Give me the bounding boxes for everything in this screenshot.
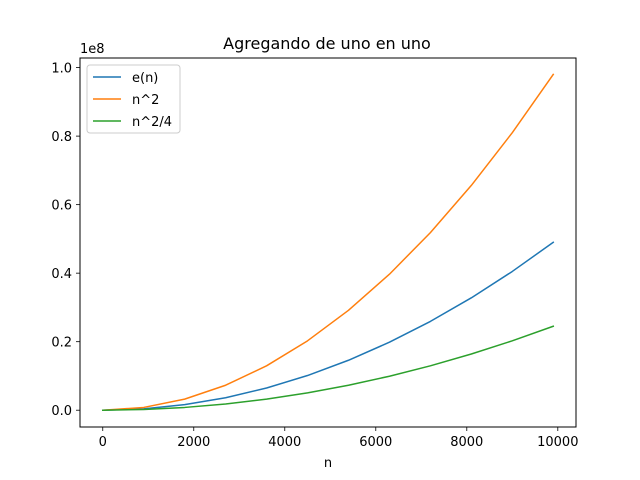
y-tick-label: 0.8 — [51, 130, 72, 145]
x-tick-label: 10000 — [537, 435, 578, 450]
y-tick-label: 0.2 — [51, 336, 72, 351]
legend-label: n^2 — [132, 93, 159, 108]
series-line-2 — [101, 325, 555, 411]
x-axis-label: n — [324, 456, 332, 471]
x-axis-ticks: 0 2000 4000 6000 8000 10000 — [99, 427, 578, 450]
plot-lines — [101, 73, 555, 412]
y-axis-ticks: 0.0 0.2 0.4 0.6 0.8 1.0 — [51, 62, 80, 419]
y-tick-label: 1.0 — [51, 62, 72, 77]
series-line-0 — [101, 241, 555, 411]
legend: e(n) n^2 n^2/4 — [86, 64, 181, 134]
series-line-1 — [101, 73, 555, 412]
plot-frame — [79, 57, 577, 428]
y-tick-label: 0.0 — [51, 404, 72, 419]
x-tick-label: 6000 — [359, 435, 392, 450]
chart-title: Agregando de uno en uno — [223, 34, 431, 53]
legend-frame — [86, 64, 181, 134]
y-tick-label: 0.4 — [51, 267, 72, 282]
legend-label: n^2/4 — [132, 115, 172, 130]
x-tick-label: 8000 — [450, 435, 483, 450]
legend-label: e(n) — [132, 71, 158, 86]
x-tick-label: 0 — [99, 435, 107, 450]
y-offset-label: 1e8 — [80, 42, 105, 57]
x-tick-label: 4000 — [268, 435, 301, 450]
x-tick-label: 2000 — [177, 435, 210, 450]
y-tick-label: 0.6 — [51, 199, 72, 214]
